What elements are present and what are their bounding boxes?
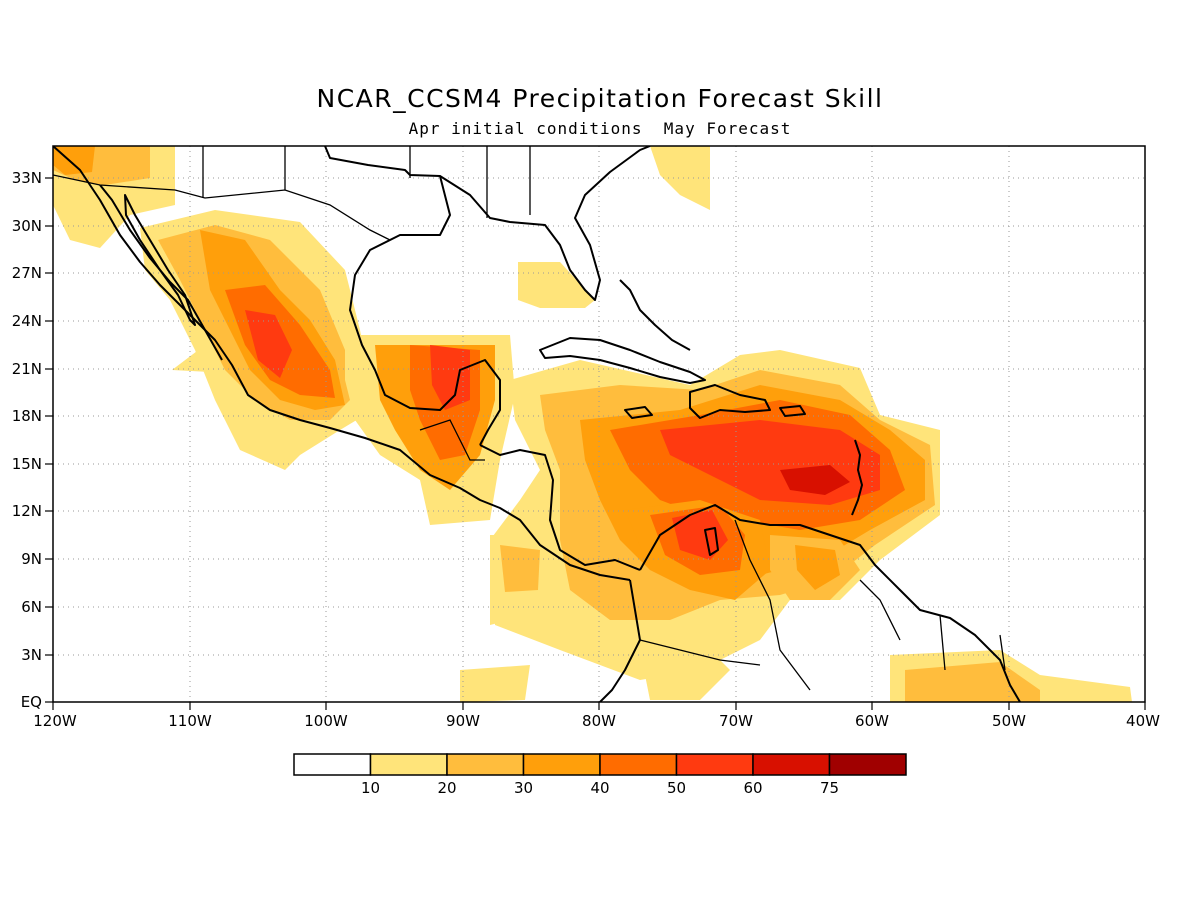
lat-label-3n: 3N <box>21 646 42 664</box>
border-guatemala <box>419 419 485 461</box>
colorbar-swatch <box>828 753 907 776</box>
skill-region-atlantic-north <box>650 146 710 210</box>
lon-label-60w: 60W <box>855 712 889 730</box>
colorbar-label: 75 <box>820 779 839 797</box>
skill-region-gulf <box>518 262 595 308</box>
colorbar-label: 50 <box>667 779 686 797</box>
skill-region-brazil-core <box>905 662 1040 702</box>
lat-label-30n: 30N <box>12 217 42 235</box>
colorbar-label: 30 <box>514 779 533 797</box>
skill-region-venezuela-core <box>795 545 840 590</box>
skill-region-caribbean-peak <box>780 465 850 495</box>
lat-label-33n: 33N <box>12 169 42 187</box>
colorbar-swatch <box>369 753 448 776</box>
colorbar-swatch <box>752 753 831 776</box>
latitude-labels: EQ 3N 6N 9N 12N 15N 18N 21N 24N 27N 30N … <box>12 169 42 711</box>
colorbar-swatch <box>446 753 525 776</box>
skill-region-colombia-peak <box>672 510 728 560</box>
colorbar-label: 10 <box>361 779 380 797</box>
colorbar-label: 60 <box>743 779 762 797</box>
lon-label-100w: 100W <box>304 712 348 730</box>
coast-puerto-rico <box>779 405 806 417</box>
colorbar-swatch <box>522 753 601 776</box>
lon-label-120w: 120W <box>33 712 77 730</box>
lat-label-15n: 15N <box>12 455 42 473</box>
colorbar-swatch <box>599 753 678 776</box>
coast-jamaica <box>624 406 653 419</box>
border-us-states <box>202 146 531 218</box>
coast-baja <box>124 194 196 326</box>
coast-pacific-sa <box>599 579 641 702</box>
tick-marks <box>45 177 1146 710</box>
lon-label-50w: 50W <box>992 712 1026 730</box>
colorbar: 10 20 30 40 50 60 75 <box>293 753 907 797</box>
coast-hispaniola <box>689 384 771 419</box>
colorbar-swatch <box>293 753 372 776</box>
skill-region-mexico-peak <box>245 310 292 378</box>
border-south-america-interior <box>639 579 1006 671</box>
lat-label-21n: 21N <box>12 360 42 378</box>
coast-lesser-antilles <box>851 439 863 516</box>
lon-label-110w: 110W <box>168 712 212 730</box>
lat-label-18n: 18N <box>12 407 42 425</box>
skill-region-pacific-north <box>172 345 222 372</box>
lat-label-24n: 24N <box>12 312 42 330</box>
map-title: NCAR_CCSM4 Precipitation Forecast Skill <box>316 84 884 113</box>
coast-gulf-mexico <box>324 146 501 446</box>
lon-label-80w: 80W <box>582 712 616 730</box>
skill-region-ecuador <box>460 665 530 702</box>
coast-us-gulf <box>439 146 651 301</box>
lat-label-12n: 12N <box>12 502 42 520</box>
coast-mexico-pacific <box>53 146 631 581</box>
lat-label-27n: 27N <box>12 264 42 282</box>
border-us-mexico <box>53 174 391 241</box>
coast-cuba <box>539 337 706 384</box>
skill-region-amazon-west <box>640 640 730 700</box>
colorbar-label: 40 <box>590 779 609 797</box>
political-borders <box>53 146 1006 691</box>
colorbar-label: 20 <box>437 779 456 797</box>
map-subtitle: Apr initial conditions May Forecast <box>408 119 792 138</box>
lat-label-9n: 9N <box>21 550 42 568</box>
lat-label-eq: EQ <box>21 693 42 711</box>
lat-label-6n: 6N <box>21 598 42 616</box>
coast-gulf-california <box>99 184 223 361</box>
colorbar-swatch <box>675 753 754 776</box>
longitude-labels: 120W 110W 100W 90W 80W 70W 60W 50W 40W <box>33 712 1160 730</box>
lon-label-90w: 90W <box>446 712 480 730</box>
skill-region-guatemala-peak <box>430 345 470 410</box>
skill-shading <box>53 146 1132 702</box>
lon-label-70w: 70W <box>719 712 753 730</box>
coast-lake-maracaibo <box>704 527 719 556</box>
coast-south-america <box>639 504 1021 702</box>
lon-label-40w: 40W <box>1126 712 1160 730</box>
coast-bahamas <box>619 279 691 351</box>
skill-region-pacific-core <box>500 545 540 592</box>
border-colombia-venezuela <box>734 519 811 691</box>
coast-central-america <box>479 444 641 571</box>
skill-region-nw-peak <box>53 146 95 175</box>
coastlines <box>53 146 1021 702</box>
